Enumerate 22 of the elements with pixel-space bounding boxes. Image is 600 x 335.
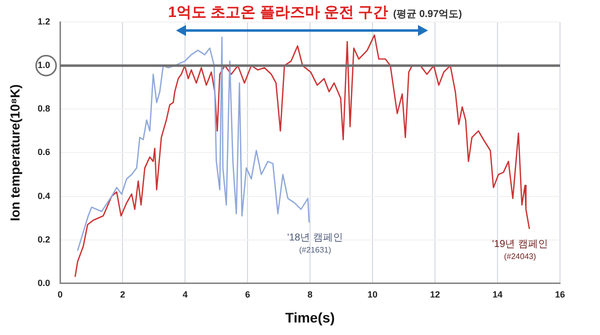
x-tick-label: 12 xyxy=(430,289,440,300)
x-tick-label: 6 xyxy=(245,289,250,300)
y-tick-label: 1.0 xyxy=(38,60,50,70)
y-axis-title: Ion temperature(10⁸K) xyxy=(7,84,22,222)
x-tick-label: 8 xyxy=(308,289,313,300)
x-tick-label: 16 xyxy=(554,289,566,300)
y-tick-label: 0.4 xyxy=(38,190,50,201)
x-tick-label: 14 xyxy=(492,289,503,300)
x-tick-label: 2 xyxy=(120,289,126,300)
text: '18년 캠페인 (#21631) xyxy=(287,232,344,254)
x-axis-title: Time(s) xyxy=(285,309,335,326)
text: '19년 캠페인 (#24043) xyxy=(492,238,548,261)
y-tick-label: 1.2 xyxy=(38,16,50,26)
chart-subtitle: (평균 0.97억도) xyxy=(393,9,462,20)
y-tick-label: 0.6 xyxy=(38,147,50,158)
x-tick-label: 4 xyxy=(182,289,188,300)
y-tick-label: 0.2 xyxy=(38,234,50,244)
x-tick-label: 0 xyxy=(58,289,63,300)
x-tick-label: 10 xyxy=(368,289,378,300)
chart-title: 1억도 초고온 플라즈마 운전 구간 xyxy=(168,4,388,21)
y-tick-label: 0.0 xyxy=(38,278,50,288)
y-tick-label: 0.8 xyxy=(38,104,50,114)
